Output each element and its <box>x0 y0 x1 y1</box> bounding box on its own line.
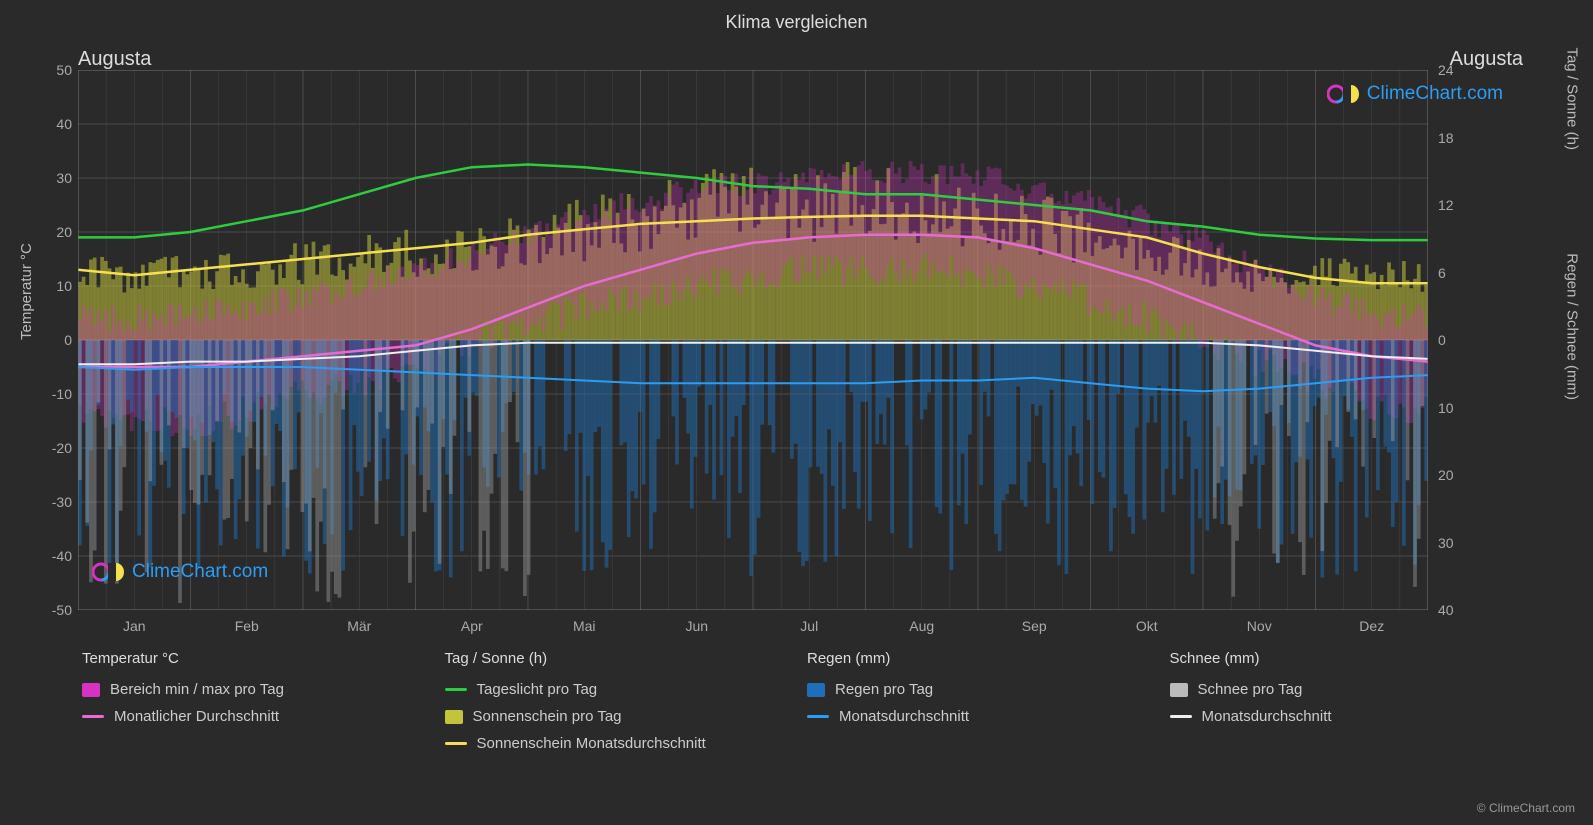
legend-label: Monatlicher Durchschnitt <box>114 708 279 725</box>
x-tick-month: Jan <box>123 618 146 634</box>
x-tick-month: Jul <box>800 618 818 634</box>
y-tick-left: -30 <box>32 494 72 510</box>
legend-col-sun: Tag / Sonne (h) Tageslicht pro Tag Sonne… <box>445 650 788 762</box>
y-tick-right-sun: 0 <box>1438 332 1446 348</box>
y-tick-left: 50 <box>32 62 72 78</box>
y-tick-left: 40 <box>32 116 72 132</box>
legend-item-temp-range: Bereich min / max pro Tag <box>82 681 425 698</box>
legend: Temperatur °C Bereich min / max pro Tag … <box>82 650 1512 762</box>
legend-item-rain-bar: Regen pro Tag <box>807 681 1150 698</box>
legend-title-snow: Schnee (mm) <box>1170 650 1513 667</box>
legend-title-rain: Regen (mm) <box>807 650 1150 667</box>
x-tick-month: Mär <box>347 618 371 634</box>
logo-icon <box>1327 82 1361 106</box>
y-tick-right-sun: 18 <box>1438 130 1454 146</box>
legend-label: Tageslicht pro Tag <box>477 681 598 698</box>
legend-item-temp-avg: Monatlicher Durchschnitt <box>82 708 425 725</box>
x-tick-month: Dez <box>1359 618 1384 634</box>
legend-item-sunshine-avg: Sonnenschein Monatsdurchschnitt <box>445 735 788 752</box>
y-tick-left: -10 <box>32 386 72 402</box>
axis-label-precip: Regen / Schnee (mm) <box>1564 253 1581 400</box>
legend-item-snow-bar: Schnee pro Tag <box>1170 681 1513 698</box>
legend-col-temp: Temperatur °C Bereich min / max pro Tag … <box>82 650 425 762</box>
y-tick-left: 0 <box>32 332 72 348</box>
logo-text: ClimeChart.com <box>132 561 268 583</box>
city-label-left: Augusta <box>78 48 151 71</box>
x-tick-month: Aug <box>909 618 934 634</box>
legend-item-daylight: Tageslicht pro Tag <box>445 681 788 698</box>
copyright-text: © ClimeChart.com <box>1477 801 1575 815</box>
legend-label: Regen pro Tag <box>835 681 933 698</box>
logo-text: ClimeChart.com <box>1367 83 1503 105</box>
logo-icon <box>92 560 126 584</box>
y-tick-right-precip: 10 <box>1438 400 1454 416</box>
legend-title-sun: Tag / Sonne (h) <box>445 650 788 667</box>
legend-label: Monatsdurchschnitt <box>1202 708 1332 725</box>
legend-col-snow: Schnee (mm) Schnee pro Tag Monatsdurchsc… <box>1170 650 1513 762</box>
legend-title-temp: Temperatur °C <box>82 650 425 667</box>
swatch-snow-avg <box>1170 715 1192 718</box>
x-tick-month: Feb <box>235 618 259 634</box>
legend-label: Schnee pro Tag <box>1198 681 1303 698</box>
y-tick-left: 30 <box>32 170 72 186</box>
legend-label: Sonnenschein pro Tag <box>473 708 622 725</box>
swatch-daylight <box>445 688 467 691</box>
y-tick-right-precip: 20 <box>1438 467 1454 483</box>
y-tick-left: -50 <box>32 602 72 618</box>
legend-col-rain: Regen (mm) Regen pro Tag Monatsdurchschn… <box>807 650 1150 762</box>
swatch-temp-range <box>82 683 100 697</box>
swatch-temp-avg <box>82 715 104 718</box>
legend-label: Sonnenschein Monatsdurchschnitt <box>477 735 706 752</box>
legend-label: Bereich min / max pro Tag <box>110 681 284 698</box>
x-tick-month: Sep <box>1022 618 1047 634</box>
y-tick-right-precip: 40 <box>1438 602 1454 618</box>
climate-chart-plot <box>78 70 1428 610</box>
x-tick-month: Mai <box>573 618 596 634</box>
swatch-sunshine-avg <box>445 742 467 745</box>
y-tick-right-sun: 24 <box>1438 62 1454 78</box>
y-tick-right-precip: 30 <box>1438 535 1454 551</box>
logo-top: ClimeChart.com <box>1327 82 1503 106</box>
axis-label-sun: Tag / Sonne (h) <box>1564 47 1581 150</box>
logo-bottom: ClimeChart.com <box>92 560 268 584</box>
y-tick-right-sun: 12 <box>1438 197 1454 213</box>
y-tick-left: 20 <box>32 224 72 240</box>
y-tick-left: 10 <box>32 278 72 294</box>
y-tick-left: -40 <box>32 548 72 564</box>
legend-label: Monatsdurchschnitt <box>839 708 969 725</box>
x-tick-month: Okt <box>1136 618 1158 634</box>
x-tick-month: Apr <box>461 618 483 634</box>
chart-title: Klima vergleichen <box>0 0 1593 33</box>
city-label-right: Augusta <box>1450 48 1523 71</box>
swatch-snow <box>1170 683 1188 697</box>
x-tick-month: Jun <box>685 618 708 634</box>
swatch-rain <box>807 683 825 697</box>
x-tick-month: Nov <box>1247 618 1272 634</box>
legend-item-sunshine: Sonnenschein pro Tag <box>445 708 788 725</box>
legend-item-snow-avg: Monatsdurchschnitt <box>1170 708 1513 725</box>
swatch-rain-avg <box>807 715 829 718</box>
y-tick-right-sun: 6 <box>1438 265 1446 281</box>
y-tick-left: -20 <box>32 440 72 456</box>
swatch-sunshine <box>445 710 463 724</box>
legend-item-rain-avg: Monatsdurchschnitt <box>807 708 1150 725</box>
